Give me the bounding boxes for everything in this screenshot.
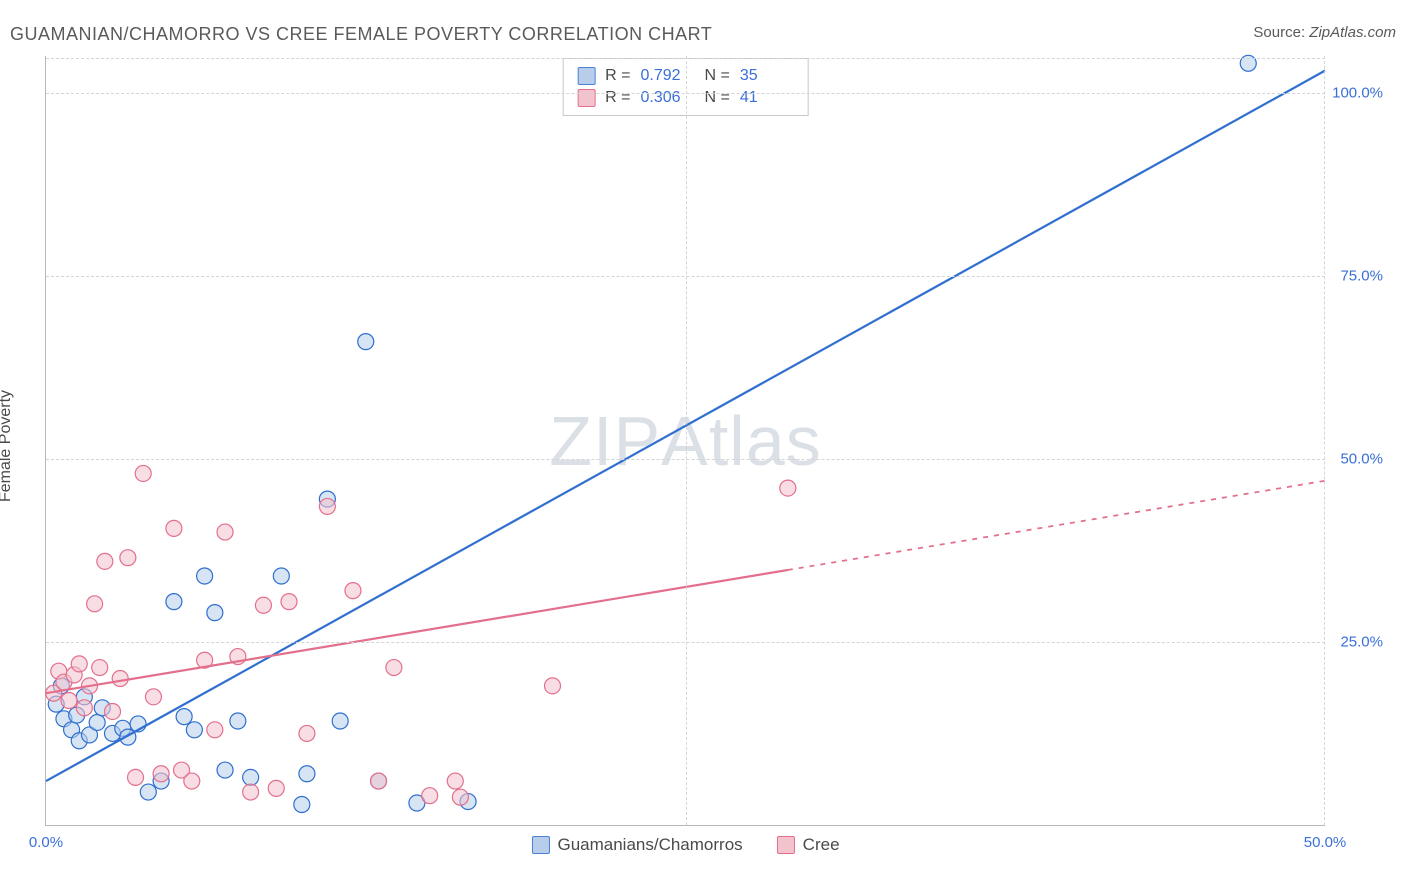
data-point	[544, 678, 560, 694]
data-point	[299, 725, 315, 741]
data-point	[299, 766, 315, 782]
data-point	[176, 709, 192, 725]
gridline-v	[1324, 56, 1325, 825]
data-point	[145, 689, 161, 705]
data-point	[207, 605, 223, 621]
data-point	[112, 671, 128, 687]
data-point	[780, 480, 796, 496]
data-point	[217, 762, 233, 778]
data-point	[105, 703, 121, 719]
data-point	[166, 594, 182, 610]
data-point	[273, 568, 289, 584]
data-point	[371, 773, 387, 789]
ytick-label: 100.0%	[1331, 84, 1383, 101]
data-point	[186, 722, 202, 738]
data-point	[207, 722, 223, 738]
data-point	[97, 553, 113, 569]
data-point	[71, 656, 87, 672]
ytick-label: 25.0%	[1331, 633, 1383, 650]
data-point	[386, 660, 402, 676]
swatch-icon	[777, 836, 795, 854]
gridline-v	[686, 56, 687, 825]
xtick-label: 0.0%	[29, 834, 63, 851]
data-point	[92, 660, 108, 676]
trend-line	[46, 570, 788, 693]
data-point	[87, 596, 103, 612]
data-point	[294, 796, 310, 812]
data-point	[140, 784, 156, 800]
legend-item-0: Guamanians/Chamorros	[531, 835, 742, 855]
data-point	[184, 773, 200, 789]
data-point	[447, 773, 463, 789]
data-point	[230, 713, 246, 729]
swatch-icon	[531, 836, 549, 854]
data-point	[89, 714, 105, 730]
ytick-label: 50.0%	[1331, 450, 1383, 467]
data-point	[61, 692, 77, 708]
data-point	[452, 789, 468, 805]
data-point	[243, 769, 259, 785]
data-point	[120, 550, 136, 566]
data-point	[345, 583, 361, 599]
data-point	[197, 568, 213, 584]
data-point	[243, 784, 259, 800]
source-label: Source:	[1253, 24, 1309, 41]
trend-line-extrapolated	[788, 481, 1325, 570]
data-point	[128, 769, 144, 785]
data-point	[135, 465, 151, 481]
data-point	[319, 498, 335, 514]
xtick-label: 50.0%	[1304, 834, 1347, 851]
data-point	[281, 594, 297, 610]
data-point	[166, 520, 182, 536]
source-attribution: Source: ZipAtlas.com	[1253, 24, 1396, 41]
legend-item-1: Cree	[777, 835, 840, 855]
data-point	[358, 334, 374, 350]
data-point	[422, 788, 438, 804]
y-axis-label: Female Poverty	[0, 390, 15, 502]
data-point	[153, 766, 169, 782]
data-point	[268, 780, 284, 796]
plot-area: ZIPAtlas R = 0.792 N = 35 R = 0.306 N = …	[45, 56, 1325, 826]
series-legend: Guamanians/Chamorros Cree	[531, 835, 839, 855]
chart-title: GUAMANIAN/CHAMORRO VS CREE FEMALE POVERT…	[10, 24, 712, 45]
data-point	[255, 597, 271, 613]
legend-label-0: Guamanians/Chamorros	[557, 835, 742, 855]
data-point	[217, 524, 233, 540]
source-value: ZipAtlas.com	[1309, 24, 1396, 41]
ytick-label: 75.0%	[1331, 267, 1383, 284]
data-point	[332, 713, 348, 729]
data-point	[76, 700, 92, 716]
legend-label-1: Cree	[803, 835, 840, 855]
